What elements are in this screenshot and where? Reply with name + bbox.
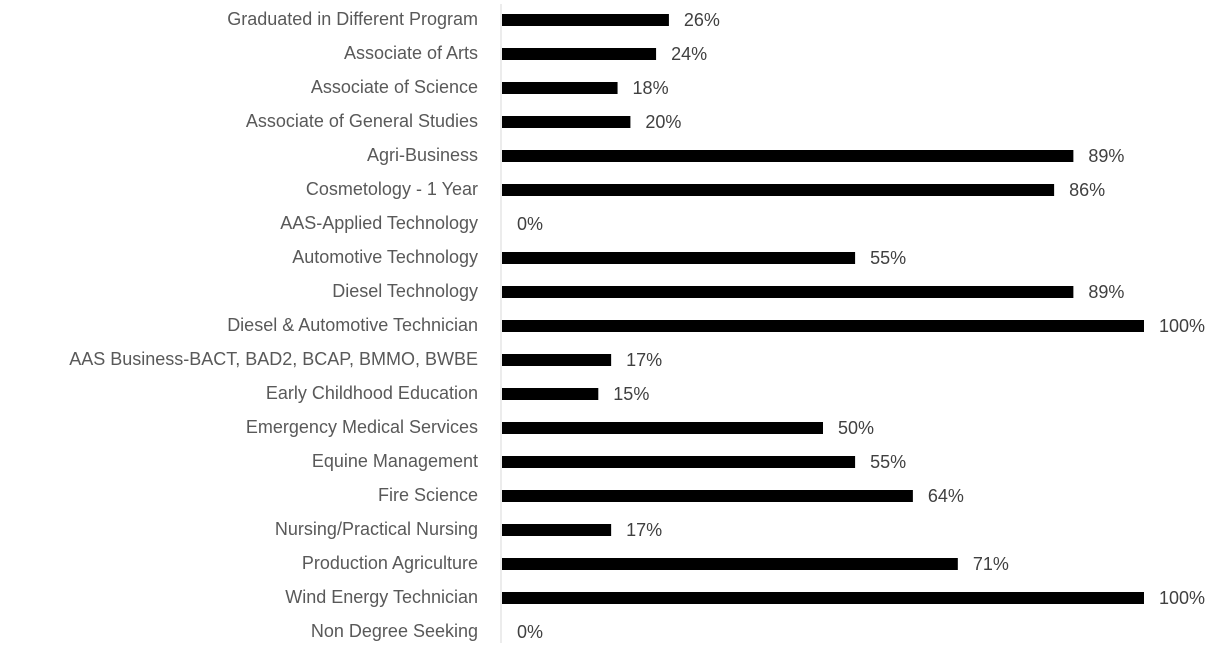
data-label: 50%: [838, 418, 874, 438]
bar: [502, 286, 1074, 298]
data-label: 89%: [1088, 282, 1124, 302]
bar: [502, 592, 1144, 604]
category-label: Associate of General Studies: [246, 111, 478, 131]
data-label: 55%: [870, 452, 906, 472]
bar: [502, 116, 631, 128]
data-label: 0%: [517, 214, 543, 234]
data-label: 26%: [684, 10, 720, 30]
data-label: 100%: [1159, 316, 1205, 336]
category-label: AAS-Applied Technology: [280, 213, 478, 233]
data-label: 0%: [517, 622, 543, 642]
bar: [502, 14, 669, 26]
data-label: 24%: [671, 44, 707, 64]
category-label: Associate of Arts: [344, 43, 478, 63]
category-label: Cosmetology - 1 Year: [306, 179, 478, 199]
bar: [502, 320, 1144, 332]
category-label: Graduated in Different Program: [227, 9, 478, 29]
data-label: 17%: [626, 350, 662, 370]
bar: [502, 490, 913, 502]
bar: [502, 422, 823, 434]
category-label: Diesel Technology: [332, 281, 478, 301]
category-label: AAS Business-BACT, BAD2, BCAP, BMMO, BWB…: [69, 349, 478, 369]
data-label: 18%: [633, 78, 669, 98]
bar: [502, 558, 958, 570]
data-label: 64%: [928, 486, 964, 506]
category-label: Diesel & Automotive Technician: [227, 315, 478, 335]
category-label: Equine Management: [312, 451, 478, 471]
bar: [502, 82, 618, 94]
category-label: Agri-Business: [367, 145, 478, 165]
bar: [502, 456, 856, 468]
bar: [502, 354, 612, 366]
category-label: Non Degree Seeking: [311, 621, 478, 641]
category-label: Nursing/Practical Nursing: [275, 519, 478, 539]
bar: [502, 48, 657, 60]
category-label: Production Agriculture: [302, 553, 478, 573]
data-label: 17%: [626, 520, 662, 540]
bar: [502, 184, 1055, 196]
data-label: 86%: [1069, 180, 1105, 200]
category-label: Early Childhood Education: [266, 383, 478, 403]
data-label: 55%: [870, 248, 906, 268]
category-label: Wind Energy Technician: [285, 587, 478, 607]
data-label: 89%: [1088, 146, 1124, 166]
bar: [502, 252, 856, 264]
bar: [502, 524, 612, 536]
data-label: 71%: [973, 554, 1009, 574]
category-label: Automotive Technology: [292, 247, 478, 267]
data-label: 100%: [1159, 588, 1205, 608]
data-label: 15%: [613, 384, 649, 404]
bar: [502, 150, 1074, 162]
data-label: 20%: [645, 112, 681, 132]
category-label: Associate of Science: [311, 77, 478, 97]
bar: [502, 388, 599, 400]
category-label: Emergency Medical Services: [246, 417, 478, 437]
category-label: Fire Science: [378, 485, 478, 505]
